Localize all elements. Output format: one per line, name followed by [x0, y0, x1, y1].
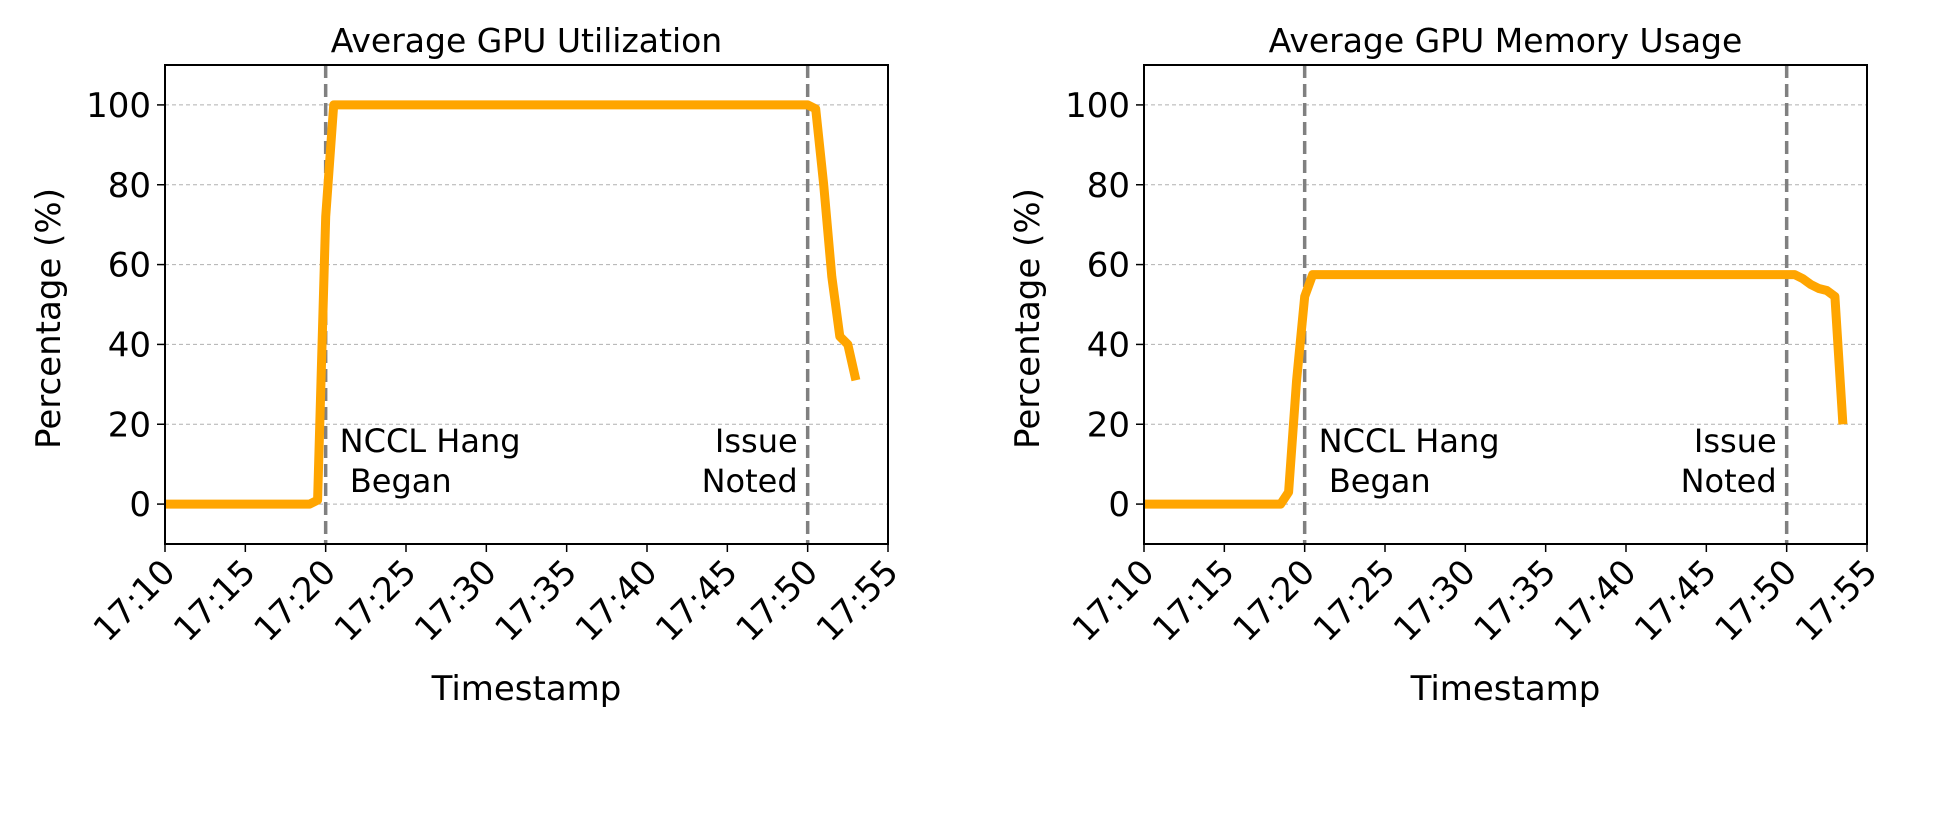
y-tick-label: 20 [1087, 405, 1130, 445]
x-tick-label: 17:20 [246, 552, 344, 650]
y-tick-label: 0 [1108, 485, 1130, 525]
y-axis-label: Percentage (%) [1008, 188, 1048, 449]
x-tick-label: 17:55 [1788, 552, 1886, 650]
x-tick-label: 17:50 [728, 552, 826, 650]
event-annotation: Issue [715, 422, 798, 460]
x-tick-label: 17:15 [1145, 552, 1243, 650]
y-tick-label: 100 [1065, 86, 1130, 126]
series-line [1144, 270, 1848, 509]
y-tick-label: 80 [1087, 166, 1130, 206]
x-tick-label: 17:15 [166, 552, 264, 650]
x-tick-label: 17:30 [1386, 552, 1484, 650]
x-tick-label: 17:20 [1225, 552, 1323, 650]
y-tick-label: 0 [129, 485, 151, 525]
chart-title: Average GPU Memory Usage [1269, 21, 1743, 60]
y-tick-label: 80 [108, 166, 151, 206]
x-tick-label: 17:10 [86, 552, 184, 650]
x-tick-label: 17:40 [1547, 552, 1645, 650]
axes-frame [164, 64, 889, 545]
x-tick-label: 17:45 [1627, 552, 1725, 650]
x-tick-label: 17:10 [1065, 552, 1163, 650]
x-tick-label: 17:35 [1466, 552, 1564, 650]
x-axis-label: Timestamp [1410, 669, 1601, 709]
event-annotation: NCCL Hang [340, 422, 521, 460]
y-tick-label: 60 [1087, 246, 1130, 286]
x-tick-label: 17:40 [568, 552, 666, 650]
x-axis-label: Timestamp [431, 669, 622, 709]
x-tick-label: 17:25 [327, 552, 425, 650]
y-tick-label: 60 [108, 246, 151, 286]
x-tick-label: 17:45 [648, 552, 746, 650]
y-tick-label: 100 [86, 86, 151, 126]
y-axis-label: Percentage (%) [29, 188, 69, 449]
event-annotation: Noted [1681, 462, 1777, 500]
y-tick-label: 40 [108, 325, 151, 365]
axes-frame [1143, 64, 1868, 545]
y-tick-label: 40 [1087, 325, 1130, 365]
chart-title: Average GPU Utilization [331, 21, 722, 60]
x-tick-label: 17:30 [407, 552, 505, 650]
event-annotation: Noted [702, 462, 798, 500]
x-tick-label: 17:55 [809, 552, 907, 650]
series-line [165, 100, 861, 509]
x-tick-label: 17:25 [1306, 552, 1404, 650]
event-annotation: Began [340, 462, 452, 500]
y-tick-label: 20 [108, 405, 151, 445]
event-annotation: Issue [1694, 422, 1777, 460]
x-tick-label: 17:35 [487, 552, 585, 650]
event-annotation: Began [1319, 462, 1431, 500]
x-tick-label: 17:50 [1707, 552, 1805, 650]
event-annotation: NCCL Hang [1319, 422, 1500, 460]
